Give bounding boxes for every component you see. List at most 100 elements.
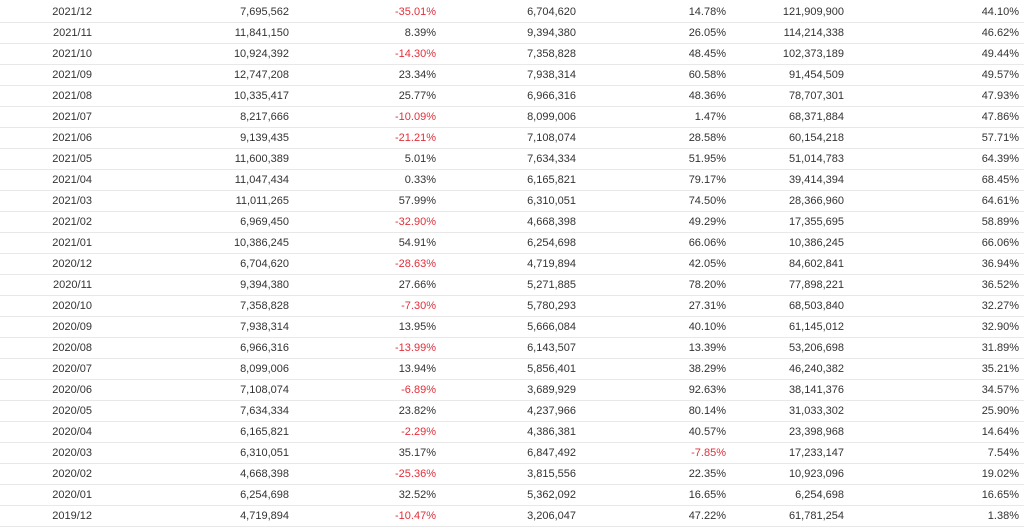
rate-cell: -32.90% xyxy=(292,211,439,233)
table-row: 2021/12 7,695,562 -35.01% 6,704,620 14.78% 12… xyxy=(0,2,1024,23)
value-cell: 84,602,841 xyxy=(728,253,873,275)
value-cell: 61,781,254 xyxy=(728,505,873,527)
rate-cell: 8.39% xyxy=(292,22,439,44)
value-cell: 7,634,334 xyxy=(439,148,582,170)
value-cell: 6,310,051 xyxy=(92,442,292,464)
rate-cell: 27.66% xyxy=(292,274,439,296)
rate-cell: 57.99% xyxy=(292,190,439,212)
rate-cell: 32.90% xyxy=(873,316,1024,338)
month-cell: 2020/02 xyxy=(0,463,92,485)
value-cell: 68,371,884 xyxy=(728,106,873,128)
rate-cell: 34.57% xyxy=(873,379,1024,401)
value-cell: 11,047,434 xyxy=(92,169,292,191)
value-cell: 4,237,966 xyxy=(439,400,582,422)
rate-cell: 64.61% xyxy=(873,190,1024,212)
value-cell: 3,815,556 xyxy=(439,463,582,485)
table-row: 2021/03 11,011,265 57.99% 6,310,051 74.50% 28… xyxy=(0,190,1024,212)
rate-cell: -2.29% xyxy=(292,421,439,443)
value-cell: 11,011,265 xyxy=(92,190,292,212)
rate-cell: 16.65% xyxy=(873,484,1024,506)
rate-cell: 32.52% xyxy=(292,484,439,506)
value-cell: 7,695,562 xyxy=(92,2,292,23)
rate-cell: 49.44% xyxy=(873,43,1024,65)
rate-cell: 49.57% xyxy=(873,64,1024,86)
value-cell: 60,154,218 xyxy=(728,127,873,149)
rate-cell: 31.89% xyxy=(873,337,1024,359)
rate-cell: 28.58% xyxy=(582,127,728,149)
table-row: 2020/09 7,938,314 13.95% 5,666,084 40.10% 61,… xyxy=(0,316,1024,338)
value-cell: 11,841,150 xyxy=(92,22,292,44)
value-cell: 53,206,698 xyxy=(728,337,873,359)
table-row: 2021/01 10,386,245 54.91% 6,254,698 66.06% 10… xyxy=(0,232,1024,254)
table-row: 2020/11 9,394,380 27.66% 5,271,885 78.20% 77,… xyxy=(0,274,1024,296)
value-cell: 7,108,074 xyxy=(92,379,292,401)
value-cell: 6,966,316 xyxy=(92,337,292,359)
value-cell: 7,108,074 xyxy=(439,127,582,149)
rate-cell: 32.27% xyxy=(873,295,1024,317)
month-cell: 2021/07 xyxy=(0,106,92,128)
value-cell: 7,938,314 xyxy=(439,64,582,86)
value-cell: 8,099,006 xyxy=(439,106,582,128)
rate-cell: 66.06% xyxy=(582,232,728,254)
rate-cell: 47.93% xyxy=(873,85,1024,107)
month-cell: 2020/03 xyxy=(0,442,92,464)
month-cell: 2021/12 xyxy=(0,2,92,23)
rate-cell: 35.21% xyxy=(873,358,1024,380)
value-cell: 31,033,302 xyxy=(728,400,873,422)
rate-cell: 66.06% xyxy=(873,232,1024,254)
rate-cell: 80.14% xyxy=(582,400,728,422)
rate-cell: -7.30% xyxy=(292,295,439,317)
rate-cell: -13.99% xyxy=(292,337,439,359)
rate-cell: 48.45% xyxy=(582,43,728,65)
table-row: 2020/06 7,108,074 -6.89% 3,689,929 92.63% 38,… xyxy=(0,379,1024,401)
value-cell: 6,966,316 xyxy=(439,85,582,107)
rate-cell: 47.86% xyxy=(873,106,1024,128)
table-row: 2020/05 7,634,334 23.82% 4,237,966 80.14% 31,… xyxy=(0,400,1024,422)
rate-cell: 92.63% xyxy=(582,379,728,401)
value-cell: 17,233,147 xyxy=(728,442,873,464)
rate-cell: 1.47% xyxy=(582,106,728,128)
month-cell: 2021/05 xyxy=(0,148,92,170)
rate-cell: 23.34% xyxy=(292,64,439,86)
value-cell: 9,139,435 xyxy=(92,127,292,149)
value-cell: 5,780,293 xyxy=(439,295,582,317)
value-cell: 7,634,334 xyxy=(92,400,292,422)
rate-cell: 58.89% xyxy=(873,211,1024,233)
table-row: 2021/10 10,924,392 -14.30% 7,358,828 48.45% 1… xyxy=(0,43,1024,65)
value-cell: 9,394,380 xyxy=(439,22,582,44)
month-cell: 2021/09 xyxy=(0,64,92,86)
month-cell: 2020/10 xyxy=(0,295,92,317)
value-cell: 6,704,620 xyxy=(439,2,582,23)
month-cell: 2020/11 xyxy=(0,274,92,296)
rate-cell: 22.35% xyxy=(582,463,728,485)
value-cell: 8,099,006 xyxy=(92,358,292,380)
value-cell: 10,386,245 xyxy=(92,232,292,254)
rate-cell: 14.78% xyxy=(582,2,728,23)
rate-cell: 36.94% xyxy=(873,253,1024,275)
rate-cell: 14.64% xyxy=(873,421,1024,443)
table-row: 2020/08 6,966,316 -13.99% 6,143,507 13.39% 53… xyxy=(0,337,1024,359)
value-cell: 10,923,096 xyxy=(728,463,873,485)
month-cell: 2021/08 xyxy=(0,85,92,107)
value-cell: 7,358,828 xyxy=(92,295,292,317)
rate-cell: -10.09% xyxy=(292,106,439,128)
rate-cell: -28.63% xyxy=(292,253,439,275)
value-cell: 7,358,828 xyxy=(439,43,582,65)
month-cell: 2021/11 xyxy=(0,22,92,44)
table-row: 2020/04 6,165,821 -2.29% 4,386,381 40.57% 23,… xyxy=(0,421,1024,443)
table-row: 2021/06 9,139,435 -21.21% 7,108,074 28.58% 60… xyxy=(0,127,1024,149)
value-cell: 3,689,929 xyxy=(439,379,582,401)
value-cell: 102,373,189 xyxy=(728,43,873,65)
month-cell: 2020/04 xyxy=(0,421,92,443)
table-row: 2021/04 11,047,434 0.33% 6,165,821 79.17% 39,… xyxy=(0,169,1024,191)
value-cell: 6,847,492 xyxy=(439,442,582,464)
rate-cell: 26.05% xyxy=(582,22,728,44)
value-cell: 4,719,894 xyxy=(439,253,582,275)
rate-cell: 51.95% xyxy=(582,148,728,170)
rate-cell: 60.58% xyxy=(582,64,728,86)
value-cell: 17,355,695 xyxy=(728,211,873,233)
table-row: 2021/08 10,335,417 25.77% 6,966,316 48.36% 78… xyxy=(0,85,1024,107)
rate-cell: 13.39% xyxy=(582,337,728,359)
rate-cell: 47.22% xyxy=(582,505,728,527)
month-cell: 2021/02 xyxy=(0,211,92,233)
